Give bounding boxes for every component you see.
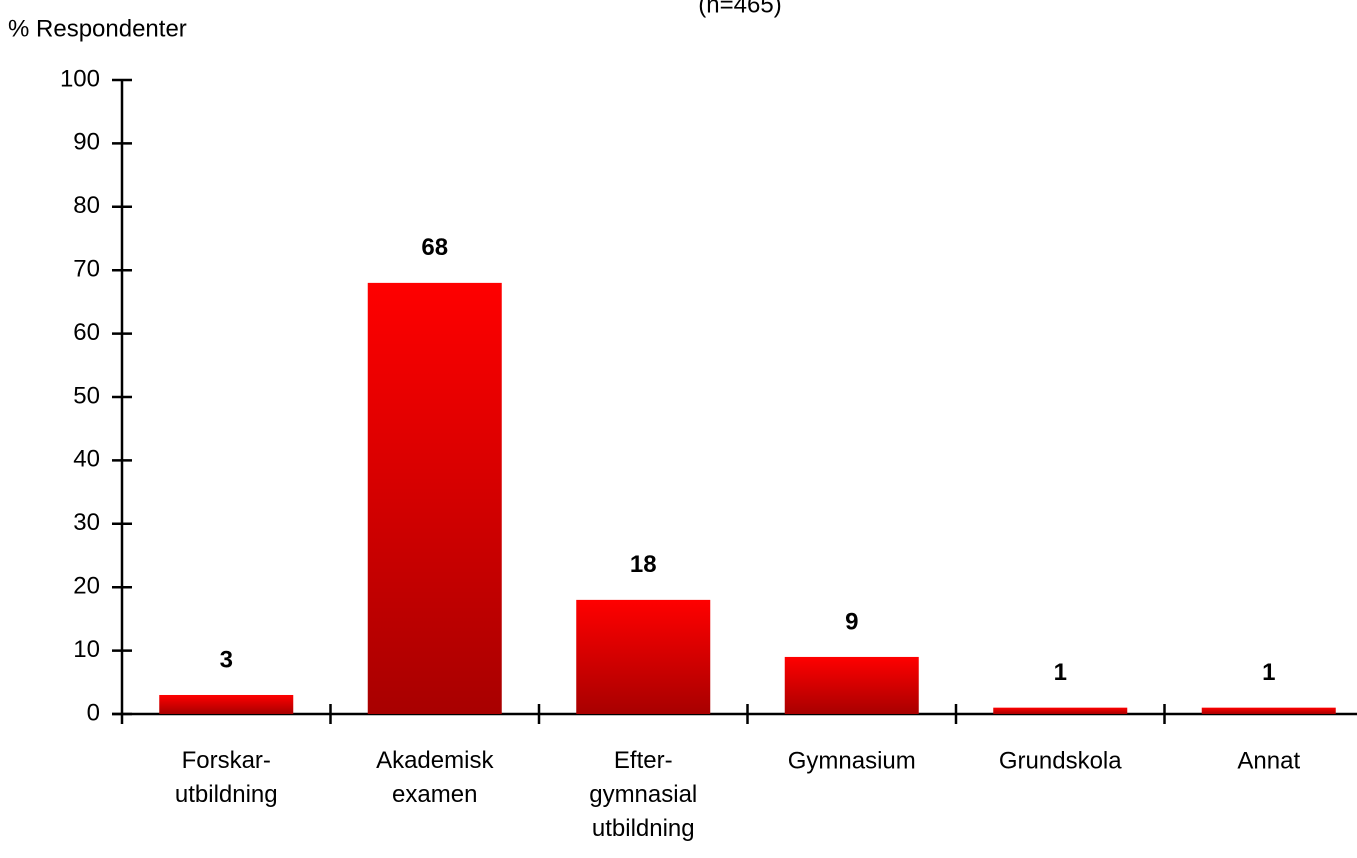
- value-label: 3: [220, 646, 233, 673]
- value-label: 1: [1262, 659, 1275, 686]
- y-tick-label: 20: [73, 573, 100, 600]
- bar: [993, 707, 1128, 714]
- bar: [1201, 707, 1336, 714]
- x-tick-label: Gymnasium: [788, 747, 916, 774]
- value-label: 9: [845, 608, 858, 635]
- y-tick-label: 70: [73, 256, 100, 283]
- x-tick-label: Forskar-utbildning: [175, 747, 278, 808]
- y-tick-label: 60: [73, 319, 100, 346]
- y-tick-label: 100: [60, 65, 100, 92]
- y-tick-label: 50: [73, 382, 100, 409]
- bar: [367, 282, 502, 714]
- bar: [159, 694, 294, 714]
- chart-subtitle: (n=465): [698, 0, 781, 18]
- x-tick-label: Akademisk examen: [376, 747, 494, 808]
- bar: [784, 656, 919, 714]
- value-label: 1: [1054, 659, 1067, 686]
- value-label: 68: [421, 234, 448, 261]
- y-tick-label: 10: [73, 636, 100, 663]
- x-tick-label: Grundskola: [999, 747, 1122, 774]
- y-tick-label: 80: [73, 192, 100, 219]
- y-tick-label: 0: [87, 699, 100, 726]
- y-axis-label: % Respondenter: [8, 15, 187, 42]
- y-tick-label: 30: [73, 509, 100, 536]
- y-tick-label: 90: [73, 129, 100, 156]
- bar: [576, 599, 711, 714]
- x-tick-label: Efter-gymnasial utbildning: [589, 747, 697, 842]
- y-tick-label: 40: [73, 446, 100, 473]
- value-label: 18: [630, 551, 657, 578]
- x-tick-label: Annat: [1237, 747, 1300, 774]
